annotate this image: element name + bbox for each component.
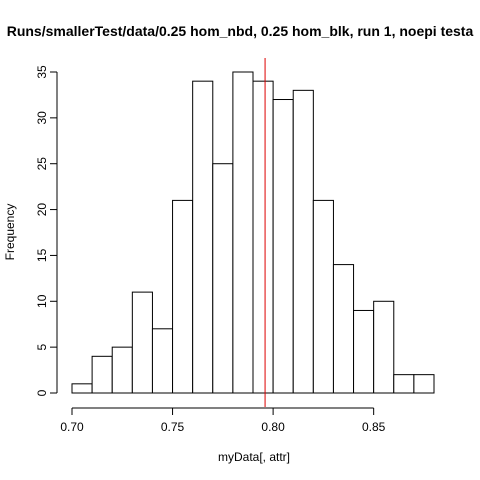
y-tick-label: 10 <box>35 294 49 308</box>
histogram-bar <box>332 264 355 394</box>
histogram-bar <box>232 71 254 394</box>
x-tick-label: 0.85 <box>362 420 386 434</box>
histogram-bar <box>111 346 133 394</box>
histogram-bar <box>292 89 314 394</box>
y-tick-label: 5 <box>35 343 49 350</box>
y-tick-label: 20 <box>35 203 49 217</box>
histogram-bar <box>393 374 415 394</box>
histogram-bar <box>131 291 153 394</box>
x-tick-label: 0.75 <box>161 420 185 434</box>
y-tick-label: 30 <box>35 111 49 125</box>
y-tick-label: 0 <box>35 389 49 396</box>
bars-group <box>71 71 435 394</box>
y-tick-label: 35 <box>35 65 49 79</box>
histogram-bar <box>413 374 435 394</box>
histogram-bar <box>91 355 113 394</box>
x-axis: 0.70 0.75 0.80 0.85 <box>60 407 386 434</box>
histogram-bar <box>192 80 214 394</box>
histogram-bar <box>272 99 294 394</box>
histogram-bar <box>212 163 234 394</box>
histogram-bar <box>312 199 334 394</box>
histogram-bar <box>252 80 274 394</box>
x-axis-label: myData[, attr] <box>218 450 290 464</box>
histogram-bar <box>373 300 395 394</box>
x-tick-label: 0.70 <box>60 420 84 434</box>
y-axis: 0 5 10 15 20 25 30 35 <box>35 65 58 396</box>
y-axis-label: Frequency <box>3 204 17 261</box>
x-tick-label: 0.80 <box>261 420 285 434</box>
y-tick-label: 25 <box>35 157 49 171</box>
histogram-bar <box>353 309 375 394</box>
histogram-bar <box>71 383 93 394</box>
histogram-bar <box>172 199 194 394</box>
y-tick-label: 15 <box>35 248 49 262</box>
chart-title: Runs/smallerTest/data/0.25 hom_nbd, 0.25… <box>7 23 474 39</box>
histogram-bar <box>151 328 174 394</box>
